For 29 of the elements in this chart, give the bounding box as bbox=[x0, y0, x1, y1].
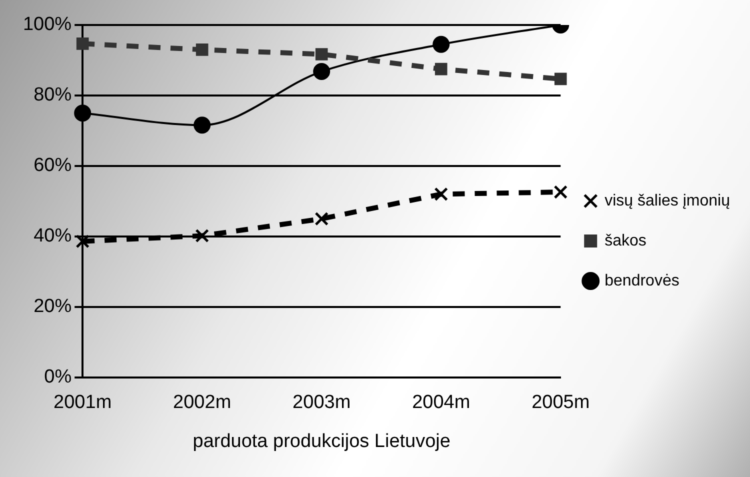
point bbox=[315, 48, 328, 60]
x-tick-label: 2004m bbox=[412, 392, 470, 414]
x-tick-label: 2002m bbox=[173, 392, 232, 414]
y-tick-label: 20% bbox=[34, 296, 72, 318]
legend-label: šakos bbox=[604, 232, 646, 250]
point bbox=[554, 185, 568, 199]
point bbox=[434, 187, 448, 202]
legend-label: visų šalies įmonių bbox=[604, 192, 730, 210]
x-tick-label: 2005m bbox=[532, 392, 590, 414]
point bbox=[194, 116, 211, 134]
y-tick-label: 40% bbox=[34, 226, 72, 247]
y-tick-label: 0% bbox=[44, 366, 72, 388]
point bbox=[74, 104, 92, 122]
point bbox=[76, 234, 90, 248]
point bbox=[196, 44, 208, 56]
y-tick-label: 60% bbox=[34, 155, 72, 176]
y-tick-label: 100% bbox=[22, 14, 72, 36]
x-axis-title: parduota produkcijos Lietuvoje bbox=[192, 430, 450, 452]
point bbox=[432, 36, 450, 53]
point bbox=[195, 228, 210, 243]
x-tick-label: 2001m bbox=[54, 392, 112, 414]
point bbox=[313, 63, 330, 80]
point bbox=[554, 72, 567, 86]
point bbox=[314, 212, 329, 226]
point bbox=[434, 62, 448, 76]
x-tick-label: 2003m bbox=[292, 392, 351, 414]
point bbox=[76, 38, 89, 50]
legend-label: bendrovės bbox=[604, 272, 680, 290]
y-tick-label: 80% bbox=[34, 84, 72, 106]
